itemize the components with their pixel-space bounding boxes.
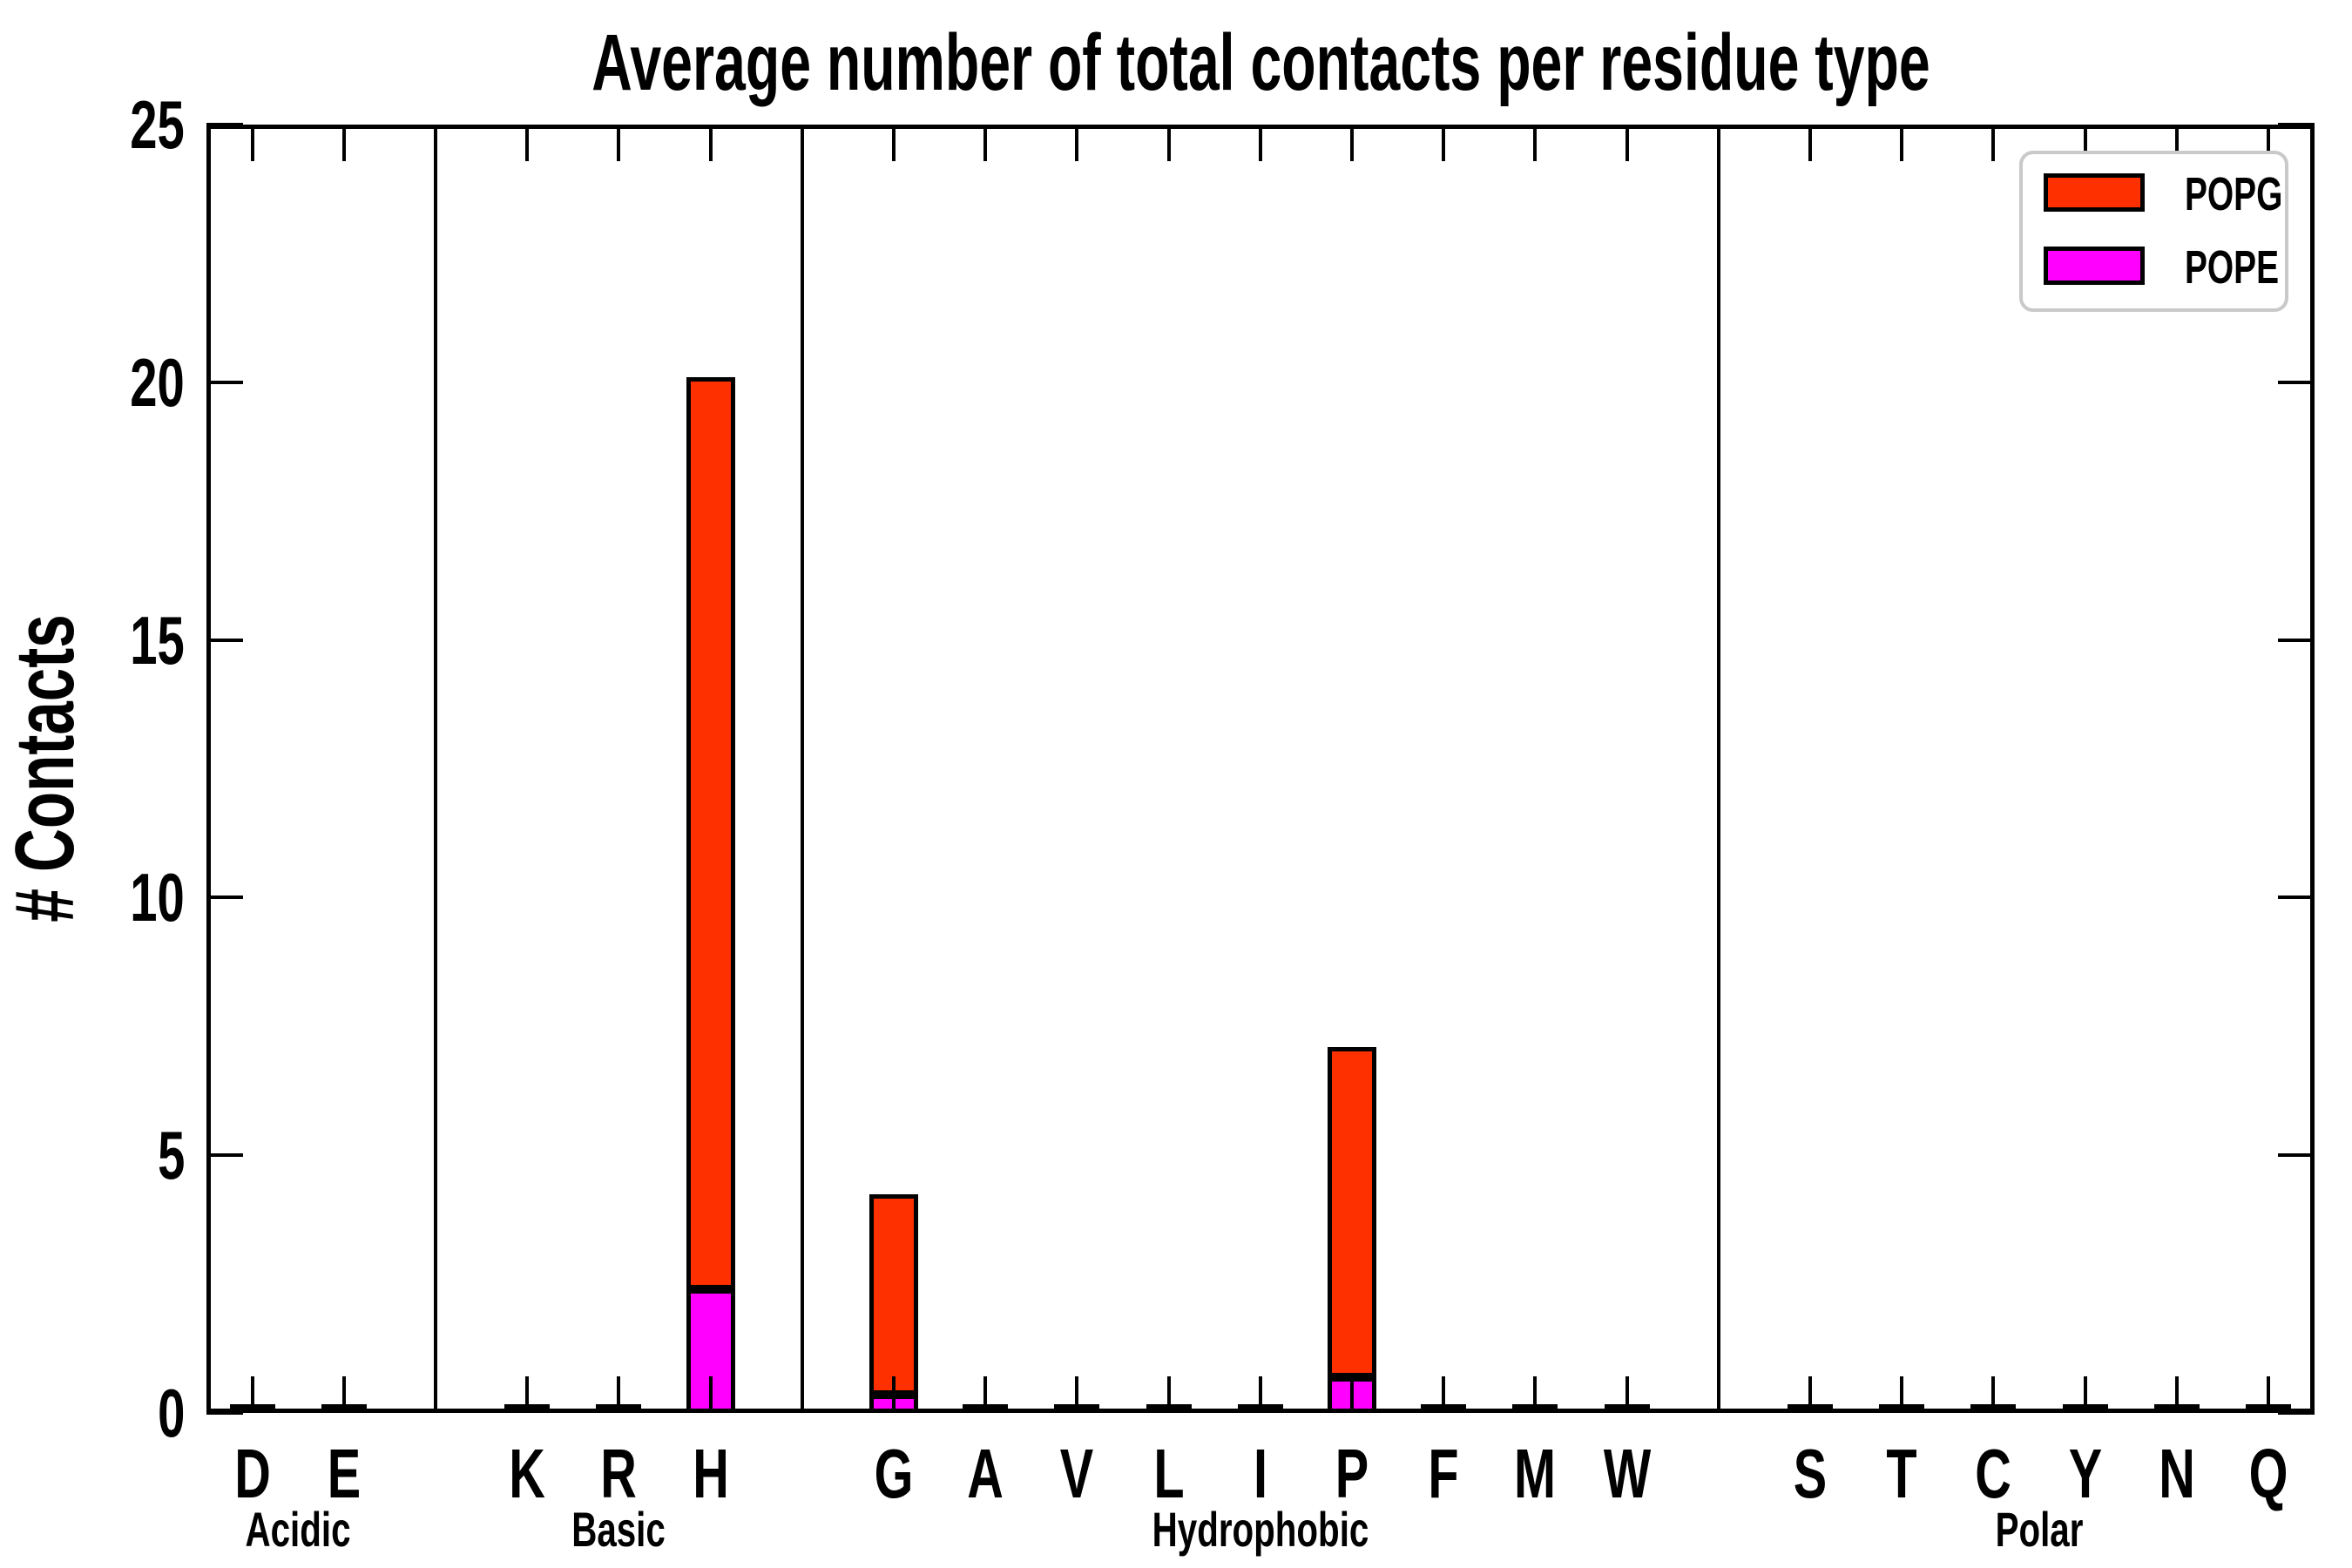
x-tickmark-top xyxy=(1808,125,1812,161)
x-tickmark-top xyxy=(2267,125,2270,161)
group-divider xyxy=(1716,125,1720,1413)
x-tickmark-bottom xyxy=(2174,1376,2179,1413)
x-tickmark-top xyxy=(617,125,621,161)
y-tickmark-left xyxy=(206,896,243,900)
x-tick-label-c: C xyxy=(1975,1435,2012,1512)
y-tick-label: 10 xyxy=(130,859,185,936)
x-tickmark-bottom xyxy=(1166,1376,1171,1413)
x-tickmark-top xyxy=(1258,125,1262,161)
x-tickmark-top xyxy=(1533,125,1538,161)
x-tickmark-bottom xyxy=(1350,1376,1354,1413)
legend-label-popg: POPG xyxy=(2185,168,2283,220)
x-tick-label-n: N xyxy=(2158,1435,2195,1512)
x-tickmark-bottom xyxy=(1258,1376,1262,1413)
legend-swatch-pope xyxy=(2044,247,2145,285)
x-tick-label-l: L xyxy=(1152,1435,1185,1512)
x-tickmark-top xyxy=(2174,125,2179,161)
bar-segment-popg-h xyxy=(686,376,735,1289)
x-tick-label-w: W xyxy=(1603,1435,1651,1512)
chart-title: Average number of total contacts per res… xyxy=(206,18,2315,107)
x-tickmark-bottom xyxy=(1991,1376,1996,1413)
x-tick-label-i: I xyxy=(1253,1435,1267,1512)
x-tickmark-bottom xyxy=(1075,1376,1079,1413)
y-tickmark-right xyxy=(2278,1411,2315,1415)
x-tickmark-bottom xyxy=(2083,1376,2087,1413)
x-tickmark-top xyxy=(1991,125,1996,161)
x-tickmark-bottom xyxy=(2267,1376,2270,1413)
y-tick-label: 15 xyxy=(130,601,185,679)
group-label-hydrophobic: Hydrophobic xyxy=(1152,1502,1369,1557)
x-tickmark-top xyxy=(708,125,713,161)
x-tick-label-q: Q xyxy=(2248,1435,2288,1512)
y-tickmark-right xyxy=(2278,380,2315,384)
y-tickmark-right xyxy=(2278,123,2315,126)
group-label-acidic: Acidic xyxy=(245,1502,351,1557)
x-tickmark-bottom xyxy=(708,1376,713,1413)
x-tickmark-bottom xyxy=(1808,1376,1812,1413)
x-tick-label-g: G xyxy=(874,1435,914,1512)
legend-label-pope: POPE xyxy=(2185,241,2280,294)
x-tickmark-bottom xyxy=(1625,1376,1629,1413)
bar-segment-popg-g xyxy=(869,1193,918,1396)
x-tick-label-k: K xyxy=(509,1435,545,1512)
x-tick-label-a: A xyxy=(967,1435,1004,1512)
group-divider xyxy=(800,125,804,1413)
x-tickmark-top xyxy=(892,125,896,161)
x-tick-label-h: H xyxy=(692,1435,729,1512)
group-label-polar: Polar xyxy=(1995,1502,2084,1557)
x-tickmark-top xyxy=(1625,125,1629,161)
x-tickmark-top xyxy=(1442,125,1446,161)
group-label-basic: Basic xyxy=(571,1502,666,1557)
y-tick-label: 25 xyxy=(130,86,185,163)
x-tickmark-bottom xyxy=(1533,1376,1538,1413)
x-tickmark-bottom xyxy=(617,1376,621,1413)
y-tickmark-right xyxy=(2278,896,2315,900)
x-tickmark-top xyxy=(341,125,346,161)
x-tickmark-top xyxy=(983,125,988,161)
x-tickmark-bottom xyxy=(892,1376,896,1413)
x-tick-label-r: R xyxy=(600,1435,638,1512)
x-tick-label-p: P xyxy=(1335,1435,1369,1512)
x-tickmark-top xyxy=(250,125,254,161)
y-tick-label: 20 xyxy=(130,343,185,421)
group-divider xyxy=(434,125,437,1413)
x-tickmark-top xyxy=(2083,125,2087,161)
y-tick-label: 0 xyxy=(157,1375,185,1451)
x-tick-label-s: S xyxy=(1793,1435,1828,1512)
y-tickmark-left xyxy=(206,638,243,642)
y-tickmark-left xyxy=(206,123,243,126)
legend-swatch-popg xyxy=(2044,173,2145,212)
x-tickmark-bottom xyxy=(525,1376,530,1413)
x-tickmark-bottom xyxy=(1900,1376,1904,1413)
x-tick-label-v: V xyxy=(1060,1435,1094,1512)
y-tickmark-right xyxy=(2278,1153,2315,1158)
x-tickmark-top xyxy=(1350,125,1354,161)
x-tick-label-m: M xyxy=(1514,1435,1557,1512)
x-tickmark-top xyxy=(525,125,530,161)
x-tick-label-d: D xyxy=(233,1435,271,1512)
x-tickmark-bottom xyxy=(250,1376,254,1413)
y-tick-label: 5 xyxy=(157,1117,185,1194)
x-tickmark-top xyxy=(1166,125,1171,161)
y-tickmark-left xyxy=(206,1153,243,1158)
x-tickmark-top xyxy=(1900,125,1904,161)
x-tick-label-e: E xyxy=(327,1435,362,1512)
y-tickmark-left xyxy=(206,380,243,384)
x-tickmark-bottom xyxy=(983,1376,988,1413)
x-tickmark-top xyxy=(1075,125,1079,161)
legend: POPG POPE xyxy=(2019,151,2288,312)
x-tickmark-bottom xyxy=(341,1376,346,1413)
x-tickmark-bottom xyxy=(1442,1376,1446,1413)
bar-segment-popg-p xyxy=(1328,1046,1376,1377)
y-tickmark-right xyxy=(2278,638,2315,642)
x-tick-label-y: Y xyxy=(2068,1435,2102,1512)
x-tick-label-t: T xyxy=(1886,1435,1917,1512)
x-tick-label-f: F xyxy=(1428,1435,1459,1512)
chart-title-text: Average number of total contacts per res… xyxy=(591,18,1930,107)
y-tickmark-left xyxy=(206,1411,243,1415)
